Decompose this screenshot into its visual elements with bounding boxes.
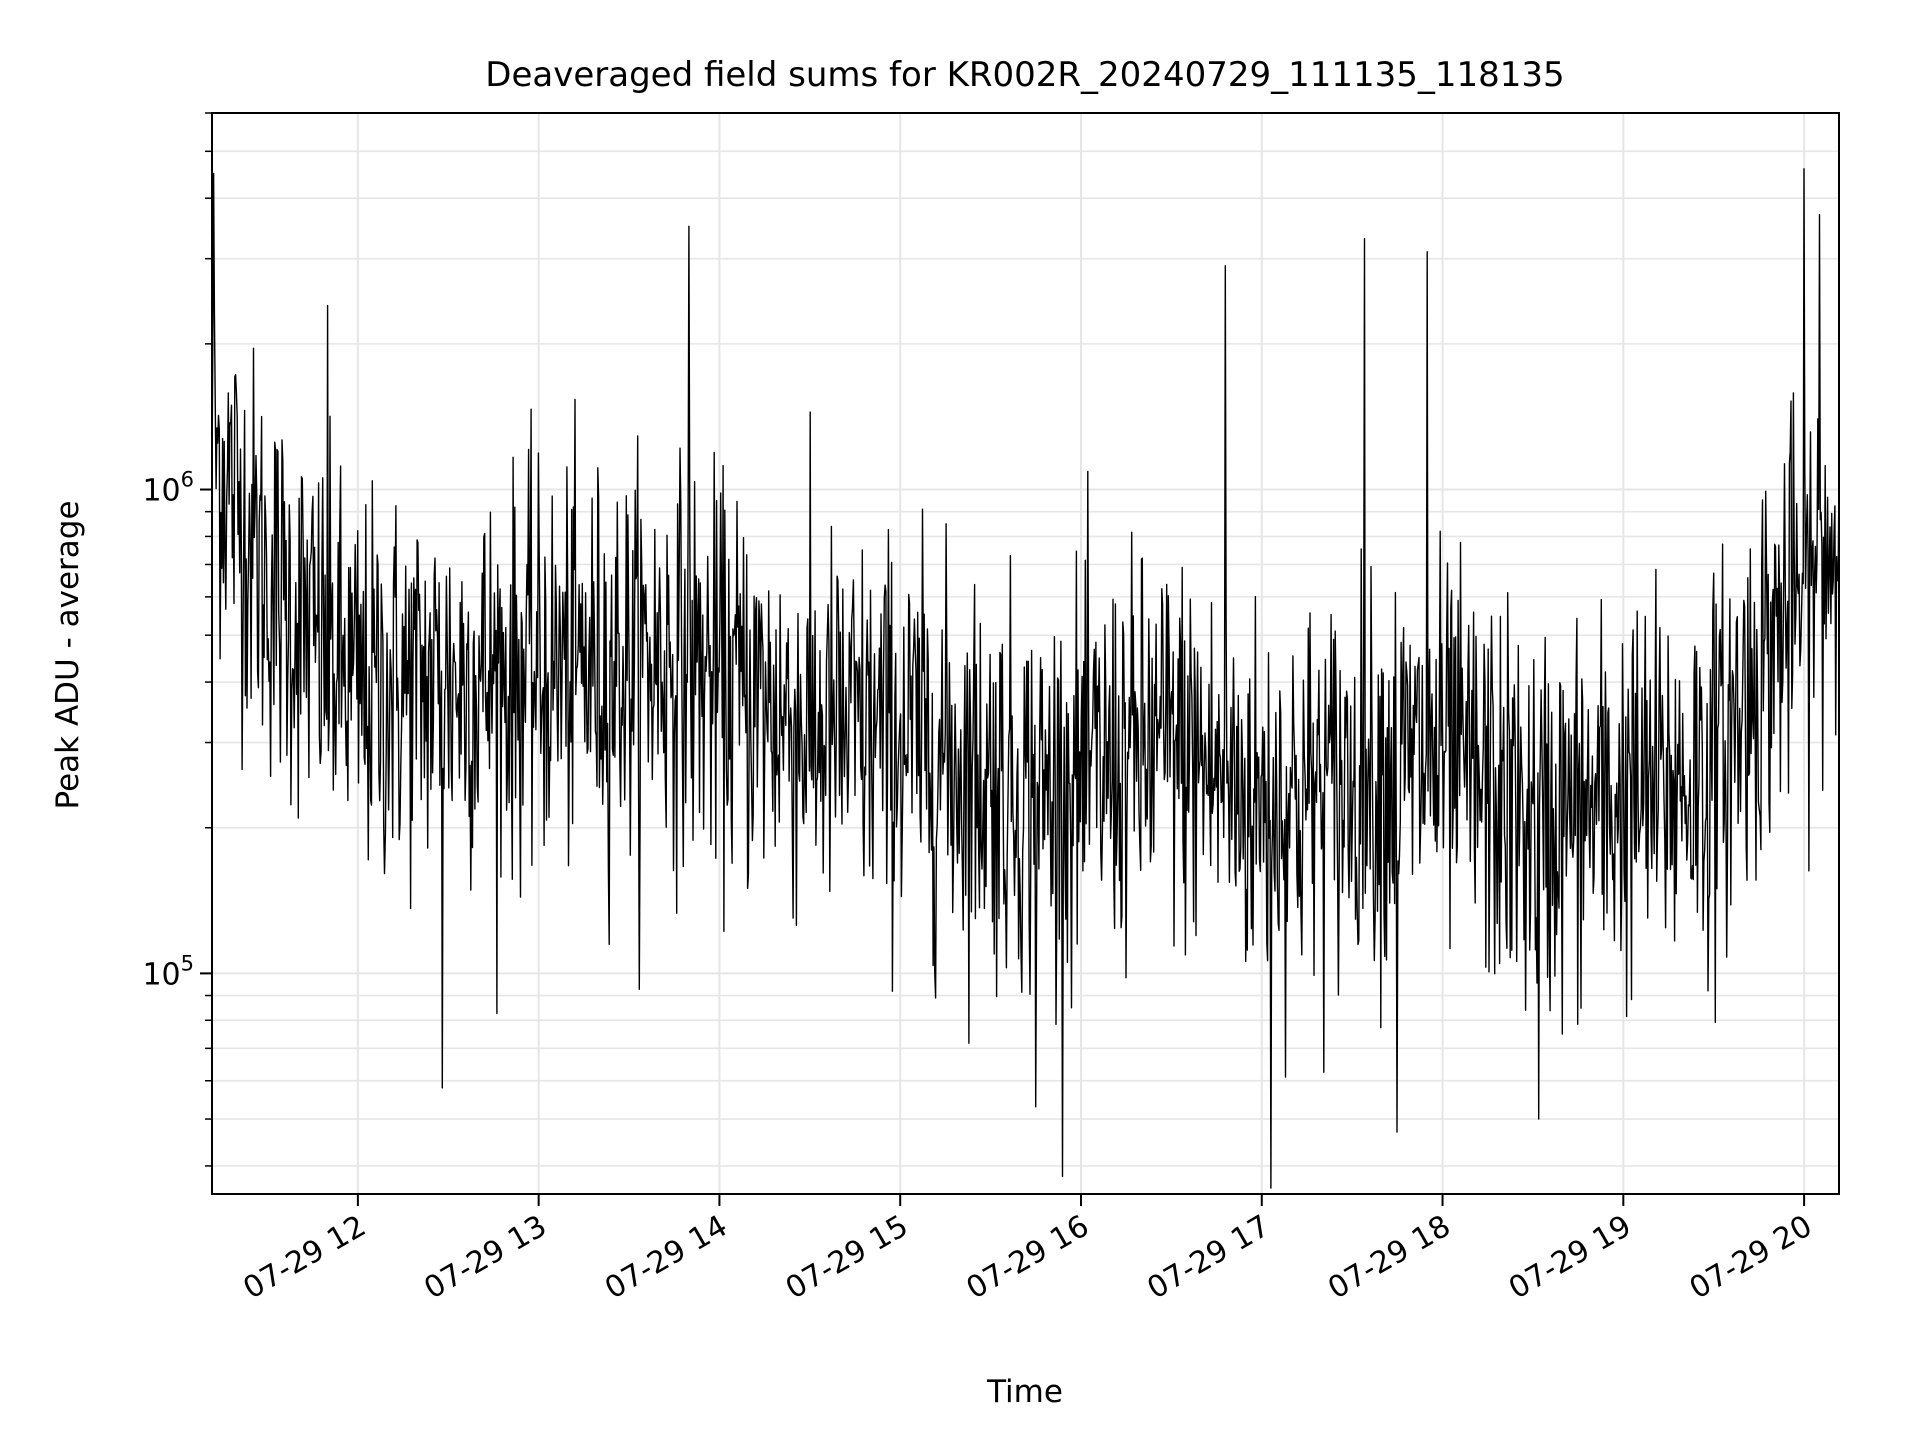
plot-frame <box>211 112 1840 1195</box>
series-line <box>212 168 1839 1189</box>
y-tick-label: 105 <box>142 951 194 992</box>
y-tick-label: 106 <box>142 468 194 509</box>
x-axis-label: Time <box>986 1374 1063 1410</box>
data-series <box>212 168 1839 1189</box>
chart-title: Deaveraged field sums for KR002R_2024072… <box>485 55 1564 95</box>
y-axis-label: Peak ADU - average <box>50 500 86 809</box>
